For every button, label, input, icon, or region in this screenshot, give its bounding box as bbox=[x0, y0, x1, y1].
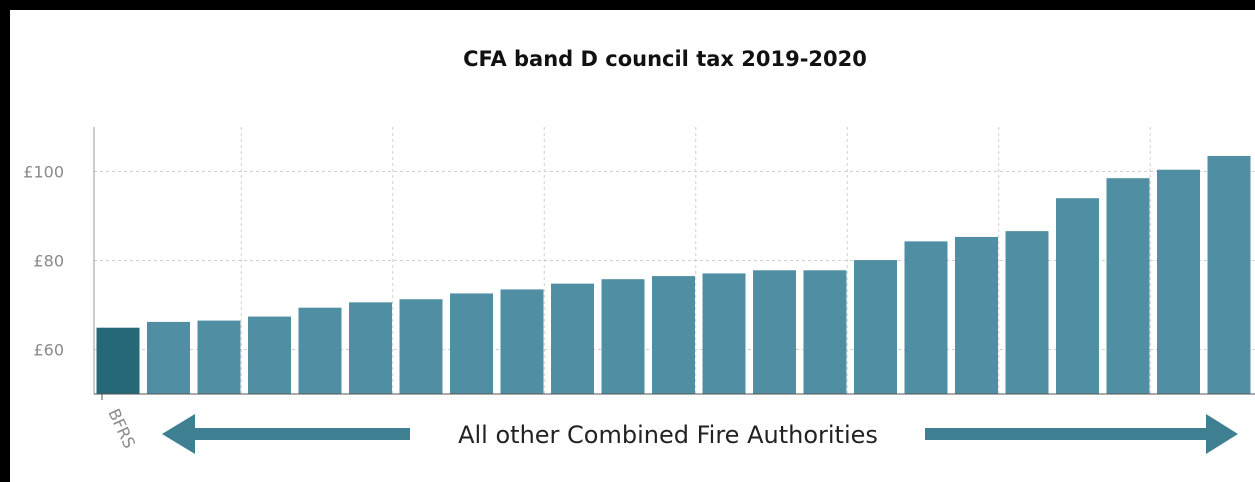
y-tick-label: £80 bbox=[33, 252, 64, 271]
bar bbox=[248, 316, 291, 394]
bar bbox=[601, 279, 645, 394]
bar bbox=[197, 320, 241, 394]
bar-chart: CFA band D council tax 2019-2020 £60 £80 £… bbox=[23, 47, 1255, 454]
bar bbox=[349, 302, 392, 394]
bar bbox=[803, 270, 847, 394]
bar bbox=[500, 289, 544, 394]
arrow-left-icon bbox=[162, 414, 410, 454]
bar bbox=[955, 236, 998, 394]
bar bbox=[652, 276, 695, 394]
annotation-label: All other Combined Fire Authorities bbox=[458, 421, 878, 449]
bar bbox=[1157, 169, 1200, 394]
bar bbox=[450, 293, 493, 394]
bar bbox=[147, 321, 190, 394]
chart-panel: CFA band D council tax 2019-2020 £60 £80 £… bbox=[10, 10, 1255, 482]
bar bbox=[753, 270, 796, 394]
bar bbox=[702, 273, 746, 394]
y-tick-label: £100 bbox=[23, 163, 64, 182]
bar bbox=[551, 283, 594, 394]
bar bbox=[1207, 155, 1251, 394]
bar bbox=[1056, 198, 1099, 394]
bar bbox=[854, 260, 897, 394]
bar bbox=[1005, 231, 1049, 394]
bar-bfrs bbox=[96, 327, 140, 394]
bar-layer bbox=[96, 155, 1251, 394]
chart-title: CFA band D council tax 2019-2020 bbox=[463, 47, 867, 71]
bar bbox=[1106, 178, 1150, 394]
annotation-layer: All other Combined Fire Authorities bbox=[162, 414, 1238, 454]
arrow-right-icon bbox=[925, 414, 1238, 454]
bar bbox=[399, 299, 443, 394]
y-tick-label: £60 bbox=[33, 341, 64, 360]
bar bbox=[298, 307, 342, 394]
bar bbox=[904, 241, 948, 394]
x-tick-label: BFRS bbox=[104, 406, 139, 452]
